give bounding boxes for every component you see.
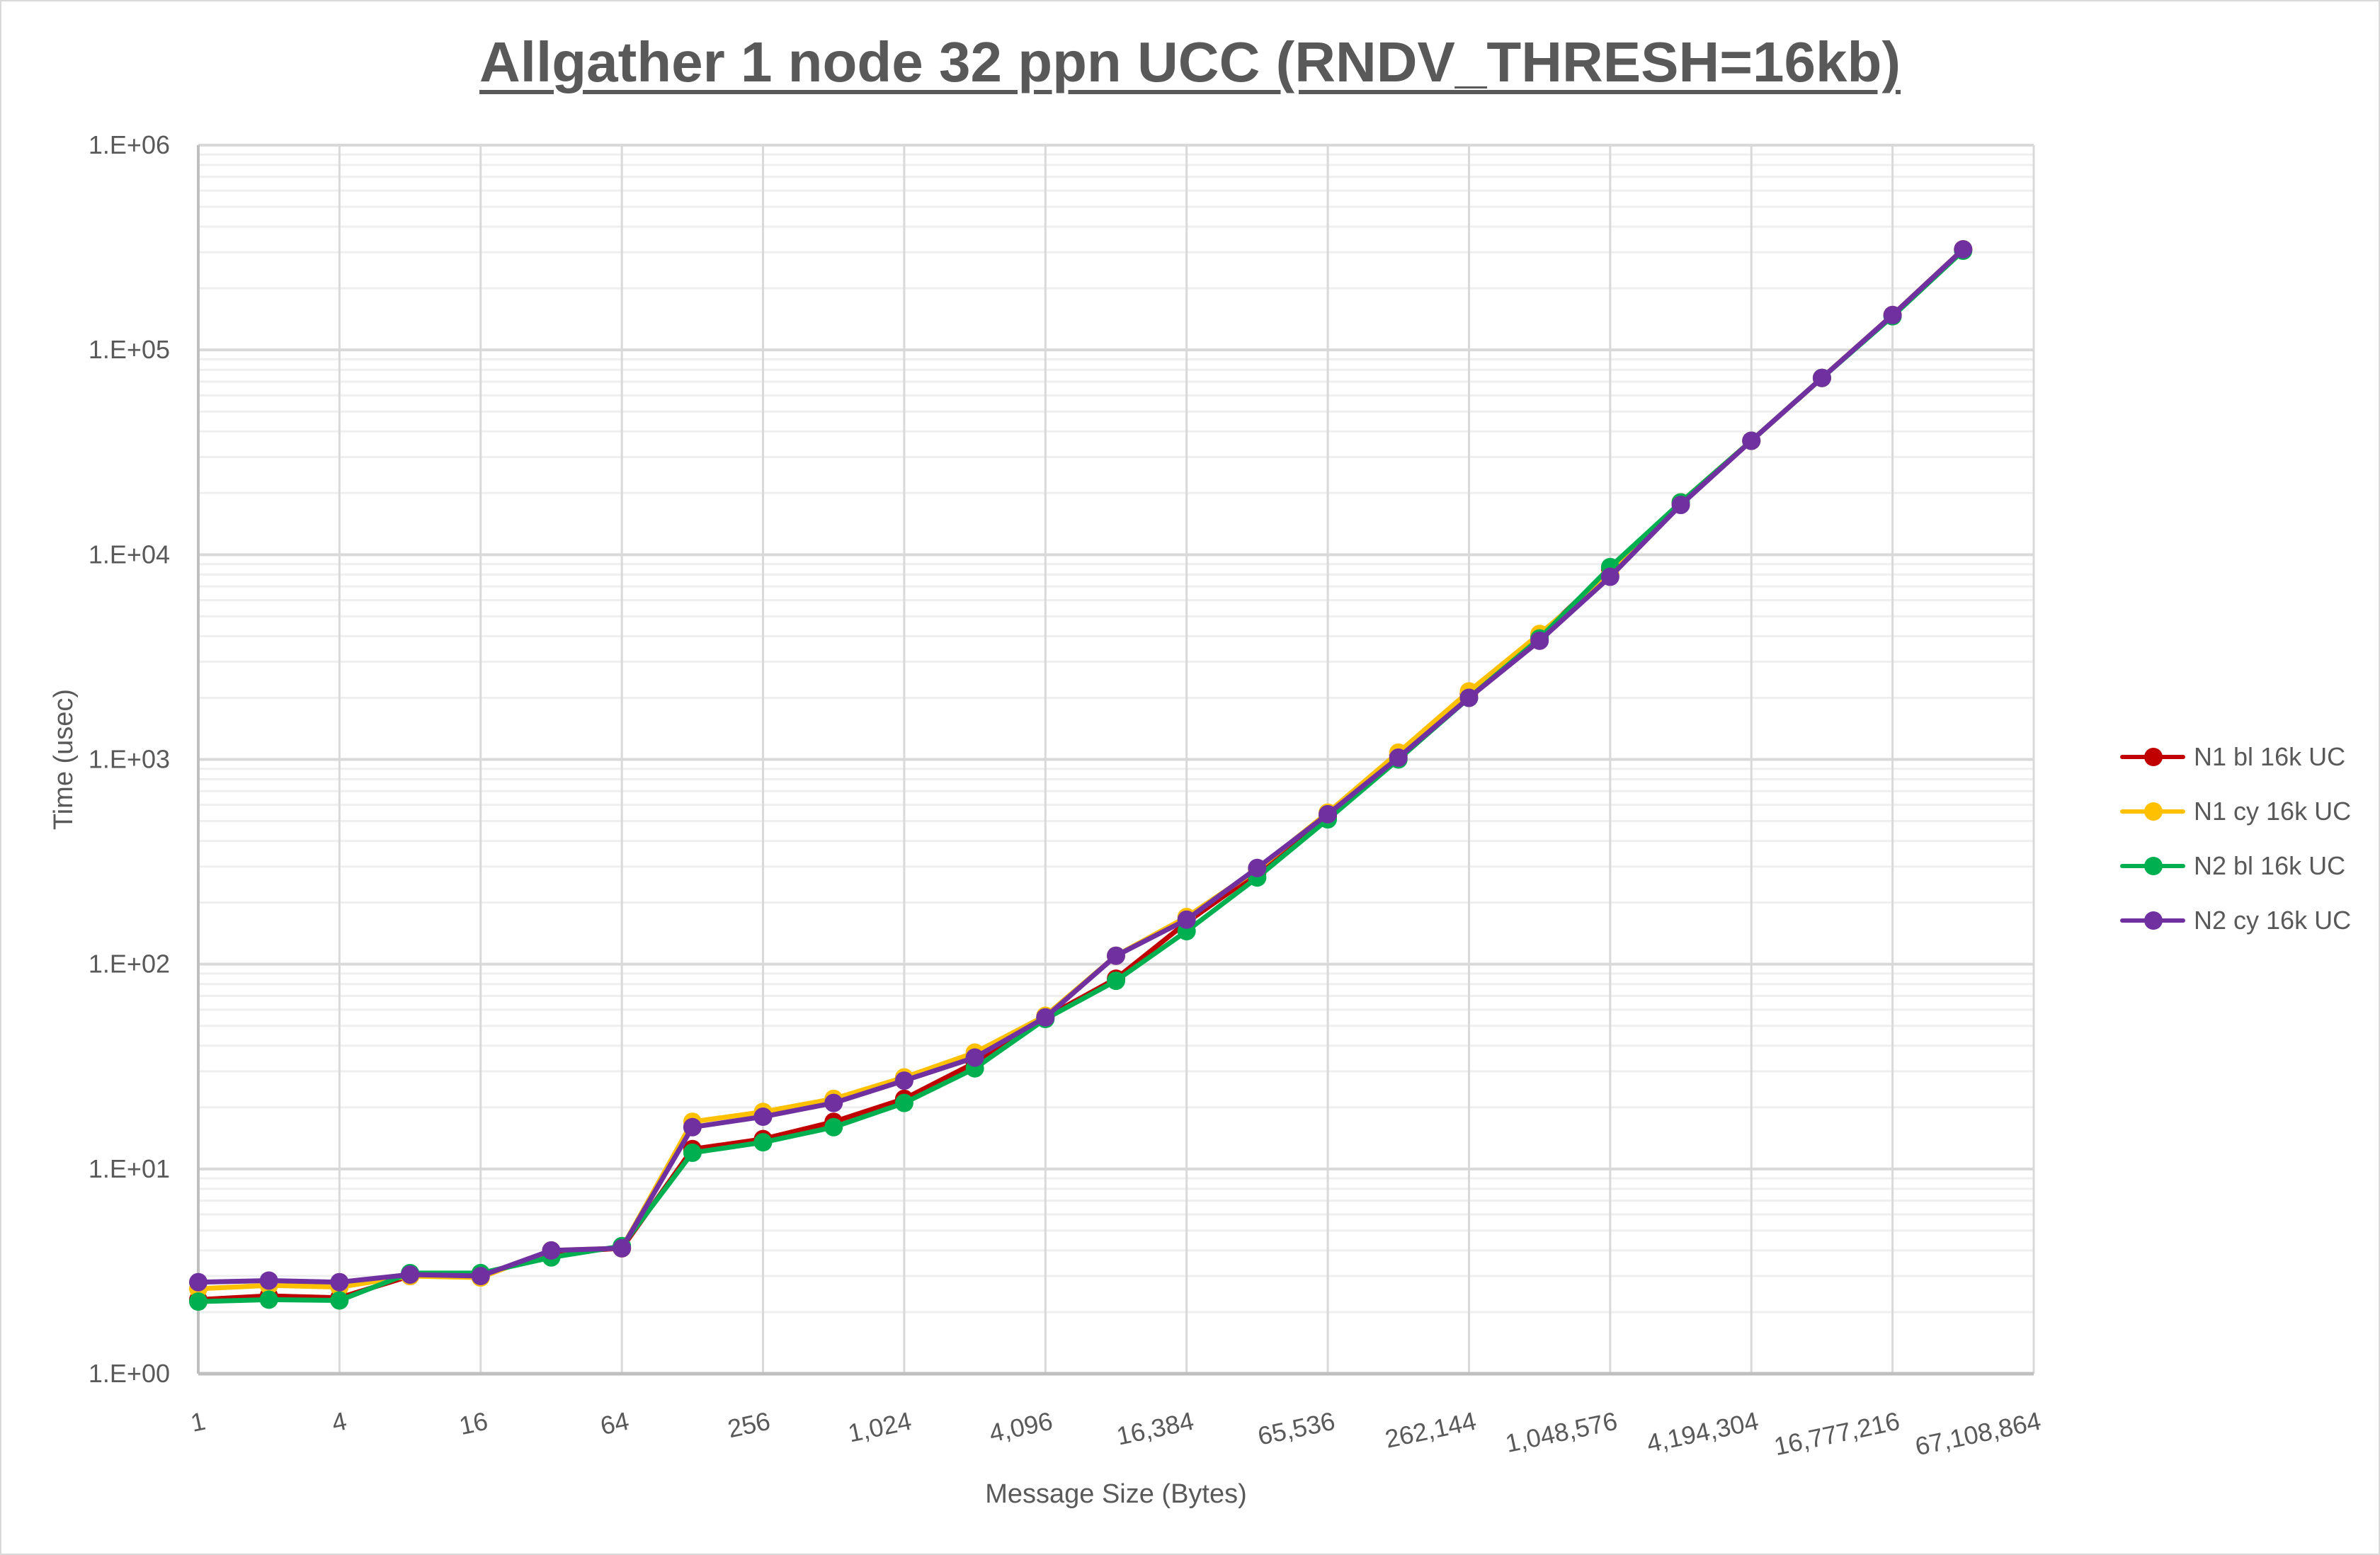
- y-tick-label: 1.E+06: [89, 130, 170, 159]
- data-point-marker: [1883, 305, 1902, 324]
- data-point-marker: [1671, 496, 1690, 515]
- x-tick-label: 65,536: [1256, 1406, 1338, 1451]
- data-point-marker: [1389, 748, 1408, 768]
- x-tick-label: 16: [457, 1406, 491, 1440]
- y-tick-label: 1.E+03: [89, 745, 170, 774]
- series-n1-bl-16k-uc: [189, 240, 1973, 1309]
- x-tick-label: 67,108,864: [1913, 1406, 2044, 1462]
- data-point-marker: [1530, 631, 1549, 650]
- series-line: [198, 247, 1965, 1302]
- x-tick-label: 1: [188, 1406, 208, 1437]
- legend-line-marker-icon: [2117, 746, 2188, 768]
- data-point-marker: [1107, 972, 1125, 991]
- data-point-marker: [1107, 946, 1125, 965]
- y-tick-label: 1.E+02: [89, 950, 170, 979]
- x-tick-label: 4,194,304: [1644, 1406, 1761, 1458]
- data-point-marker: [613, 1238, 632, 1258]
- x-tick-label: 1,048,576: [1503, 1406, 1619, 1458]
- legend-label: N2 bl 16k UC: [2194, 850, 2346, 880]
- legend-item: N2 cy 16k UC: [2117, 893, 2351, 947]
- x-axis-title: Message Size (Bytes): [985, 1479, 1247, 1509]
- data-point-marker: [1600, 567, 1619, 586]
- series-n2-bl-16k-uc: [189, 241, 1973, 1311]
- data-point-marker: [189, 1272, 207, 1292]
- x-tick-label: 16,777,216: [1772, 1406, 1903, 1462]
- data-point-marker: [330, 1291, 349, 1310]
- data-point-marker: [1954, 240, 1973, 259]
- legend-item: N2 bl 16k UC: [2117, 838, 2351, 893]
- data-point-marker: [824, 1093, 843, 1112]
- data-point-marker: [1812, 368, 1831, 387]
- legend-label: N1 cy 16k UC: [2194, 796, 2352, 826]
- chart-title: Allgather 1 node 32 ppn UCC (RNDV_THRESH…: [479, 30, 1901, 93]
- y-tick-label: 1.E+01: [89, 1154, 170, 1183]
- data-point-marker: [824, 1117, 843, 1137]
- data-point-marker: [471, 1267, 490, 1286]
- legend: N1 bl 16k UC N1 cy 16k UC N2 bl 16k UC N2 c…: [2117, 729, 2351, 947]
- y-tick-label: 1.E+04: [89, 540, 170, 569]
- data-point-marker: [683, 1143, 702, 1162]
- x-tick-label: 64: [598, 1406, 632, 1440]
- y-axis-title: Time (usec): [49, 689, 79, 830]
- data-point-marker: [401, 1265, 420, 1284]
- data-point-marker: [1742, 431, 1761, 450]
- legend-label: N2 cy 16k UC: [2194, 905, 2352, 935]
- data-point-marker: [189, 1292, 207, 1311]
- data-point-marker: [542, 1241, 561, 1260]
- data-point-marker: [1248, 858, 1267, 877]
- legend-line-marker-icon: [2117, 801, 2188, 822]
- x-tick-label: 256: [725, 1406, 773, 1444]
- series-line: [198, 247, 1965, 1285]
- data-point-marker: [259, 1271, 278, 1290]
- data-point-marker: [1036, 1008, 1055, 1027]
- legend-line-marker-icon: [2117, 910, 2188, 931]
- y-tick-label: 1.E+05: [89, 335, 170, 364]
- legend-item: N1 bl 16k UC: [2117, 729, 2351, 784]
- x-tick-label: 16,384: [1114, 1406, 1196, 1451]
- x-tick-label: 4,096: [986, 1406, 1055, 1448]
- data-point-marker: [683, 1117, 702, 1137]
- data-point-marker: [894, 1093, 913, 1112]
- data-point-marker: [330, 1272, 349, 1292]
- series-n2-cy-16k-uc: [189, 240, 1973, 1292]
- legend-line-marker-icon: [2117, 855, 2188, 877]
- data-point-marker: [1177, 910, 1196, 929]
- series-line: [198, 249, 1965, 1304]
- data-point-marker: [753, 1107, 773, 1127]
- data-point-marker: [894, 1071, 913, 1090]
- y-tick-label: 1.E+00: [89, 1359, 170, 1388]
- x-tick-label: 1,024: [845, 1406, 914, 1448]
- data-point-marker: [753, 1133, 773, 1152]
- data-point-marker: [965, 1048, 984, 1067]
- data-point-marker: [1459, 688, 1479, 707]
- data-point-marker: [259, 1290, 278, 1309]
- data-point-marker: [1319, 804, 1338, 824]
- legend-label: N1 bl 16k UC: [2194, 741, 2346, 771]
- x-tick-label: 262,144: [1382, 1406, 1479, 1454]
- x-tick-label: 4: [329, 1406, 349, 1437]
- legend-item: N1 cy 16k UC: [2117, 784, 2351, 838]
